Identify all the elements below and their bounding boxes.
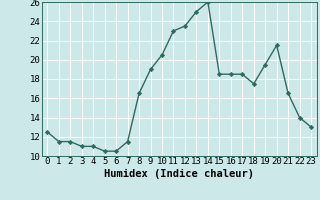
X-axis label: Humidex (Indice chaleur): Humidex (Indice chaleur) — [104, 169, 254, 179]
